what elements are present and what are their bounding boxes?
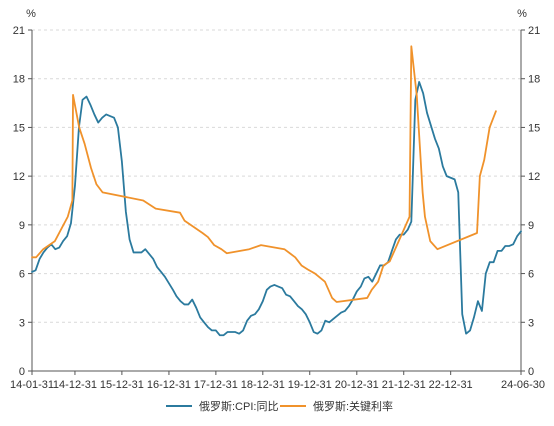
y-tick-label-right: 18 <box>528 74 540 86</box>
x-tick-label: 20-12-31 <box>335 379 379 391</box>
y-tick-label-right: 15 <box>528 122 540 134</box>
series-line-key-rate <box>31 45 497 303</box>
y-tick-label-left: 9 <box>19 220 25 232</box>
y-unit-left: % <box>26 8 36 20</box>
y-tick-label-left: 15 <box>13 122 25 134</box>
x-tick-label: 24-06-30 <box>501 379 545 391</box>
y-tick-label-left: 12 <box>13 171 25 183</box>
y-tick-label-right: 12 <box>528 171 540 183</box>
legend-label: 俄罗斯:CPI:同比 <box>199 400 278 413</box>
x-tick-label: 15-12-31 <box>100 379 144 391</box>
y-tick-label-right: 6 <box>528 269 534 281</box>
y-unit-right: % <box>517 8 527 20</box>
y-tick-label-left: 18 <box>13 74 25 86</box>
y-tick-label-right: 0 <box>528 366 534 378</box>
x-tick-label: 14-12-31 <box>53 379 97 391</box>
x-tick-label: 19-12-31 <box>288 379 332 391</box>
y-tick-label-left: 0 <box>19 366 25 378</box>
x-tick-label: 18-12-31 <box>241 379 285 391</box>
y-tick-label-left: 6 <box>19 269 25 281</box>
x-tick-label: 14-01-31 <box>10 379 54 391</box>
series-line-cpi <box>31 81 522 337</box>
x-tick-label: 21-12-31 <box>382 379 426 391</box>
axes: 0 0 3 3 6 6 9 9 12 12 15 15 18 18 21 21% % 14-01-3114-12-… <box>10 8 545 391</box>
series-lines <box>31 45 522 337</box>
y-tick-label-right: 9 <box>528 220 534 232</box>
y-tick-label-left: 21 <box>13 25 25 37</box>
y-tick-label-left: 3 <box>19 317 25 329</box>
x-tick-label: 16-12-31 <box>147 379 191 391</box>
x-tick-label: 17-12-31 <box>194 379 238 391</box>
y-tick-label-right: 21 <box>528 25 540 37</box>
legend: 俄罗斯:CPI:同比 俄罗斯:关键利率 <box>166 399 393 413</box>
x-tick-label: 22-12-31 <box>429 379 473 391</box>
legend-label: 俄罗斯:关键利率 <box>313 399 393 413</box>
y-tick-label-right: 3 <box>528 317 534 329</box>
